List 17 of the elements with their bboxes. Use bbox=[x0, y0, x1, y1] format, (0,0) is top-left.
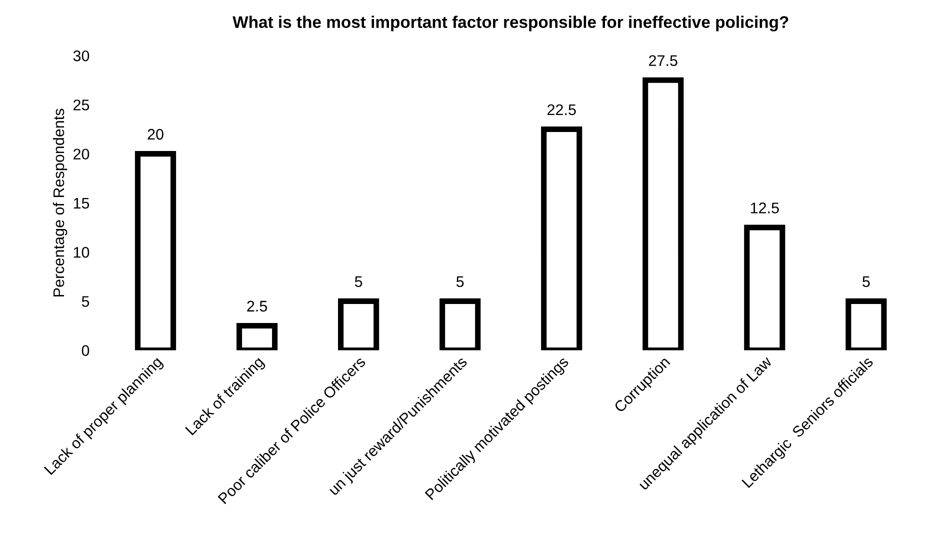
data-label: 12.5 bbox=[750, 202, 779, 214]
y-tick-label: 10 bbox=[74, 246, 90, 258]
data-label: 5 bbox=[354, 276, 362, 288]
data-label: 27.5 bbox=[649, 55, 678, 66]
data-label: 20 bbox=[148, 128, 164, 140]
data-label: 5 bbox=[862, 276, 870, 288]
chart-title: What is the most important factor responsible for ineffective policing? bbox=[232, 16, 788, 32]
y-tick-label: 5 bbox=[82, 296, 90, 307]
y-tick-label: 15 bbox=[74, 198, 90, 209]
data-label: 2.5 bbox=[247, 300, 268, 312]
y-tick-label: 30 bbox=[73, 50, 90, 62]
y-tick-label: 25 bbox=[74, 100, 90, 110]
data-label: 5 bbox=[456, 276, 464, 288]
y-axis-title: Percentage of Respondents bbox=[52, 108, 68, 296]
y-tick-label: 0 bbox=[82, 345, 90, 356]
data-label: 22.5 bbox=[548, 104, 576, 116]
y-tick-label: 20 bbox=[74, 148, 90, 160]
